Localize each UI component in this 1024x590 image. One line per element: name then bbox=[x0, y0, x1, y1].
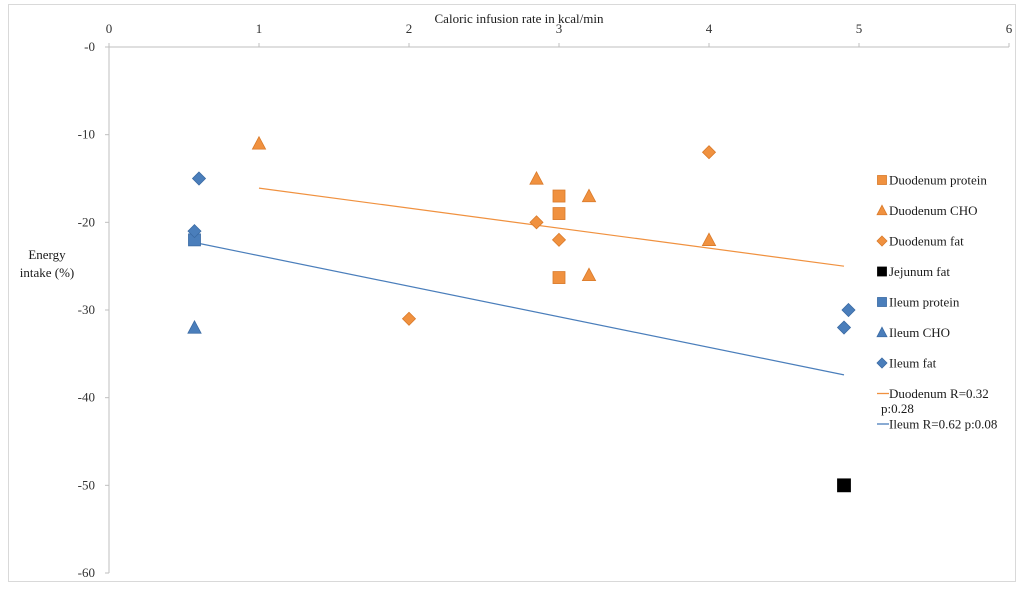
point-duodenum-fat bbox=[529, 215, 544, 230]
x-tick-label: 2 bbox=[406, 21, 413, 36]
legend-label-ileum-trend: Ileum R=0.62 p:0.08 bbox=[889, 417, 997, 432]
scatter-chart: 0 1 2 3 4 5 6 -0 -10 -20 -30 -40 -50 -60 Caloric inf… bbox=[20, 11, 1013, 580]
x-tick-label: 0 bbox=[106, 21, 113, 36]
legend-label-ileum-fat: Ileum fat bbox=[889, 356, 937, 371]
point-duodenum-cho bbox=[581, 267, 597, 282]
point-duodenum-cho bbox=[251, 135, 267, 150]
trendline-ileum bbox=[194, 241, 845, 376]
legend-label-duodenum-trend: p:0.28 bbox=[881, 401, 914, 416]
trendlines bbox=[194, 187, 845, 376]
point-jejunum-fat bbox=[837, 478, 851, 493]
legend-marker-duodenum-fat bbox=[876, 235, 888, 247]
y-axis-ticks: -0 -10 -20 -30 -40 -50 -60 bbox=[78, 39, 109, 580]
point-ileum-fat bbox=[191, 171, 207, 186]
x-tick-label: 4 bbox=[706, 21, 713, 36]
legend-marker-ileum-protein bbox=[877, 297, 887, 307]
legend-marker-ileum-cho bbox=[876, 326, 888, 338]
legend-label-duodenum-cho: Duodenum CHO bbox=[889, 203, 977, 218]
legend-label-duodenum-trend: Duodenum R=0.32 bbox=[889, 386, 989, 401]
point-duodenum-protein bbox=[552, 189, 566, 203]
x-tick-label: 3 bbox=[556, 21, 563, 36]
x-tick-label: 1 bbox=[256, 21, 263, 36]
y-tick-label: -20 bbox=[78, 214, 95, 229]
y-tick-label: -0 bbox=[84, 39, 95, 54]
legend-marker-duodenum-cho bbox=[876, 204, 888, 216]
data-points bbox=[187, 135, 856, 493]
legend-label-ileum-protein: Ileum protein bbox=[889, 295, 960, 310]
y-tick-label: -30 bbox=[78, 302, 95, 317]
point-duodenum-protein bbox=[552, 207, 566, 220]
y-tick-label: -50 bbox=[78, 477, 95, 492]
point-ileum-cho bbox=[187, 319, 202, 334]
point-ileum-fat bbox=[841, 302, 856, 318]
point-ileum-fat bbox=[836, 320, 852, 335]
point-duodenum-cho bbox=[581, 188, 597, 203]
point-duodenum-cho bbox=[701, 232, 717, 246]
x-tick-label: 6 bbox=[1006, 21, 1013, 36]
y-tick-label: -60 bbox=[78, 565, 95, 580]
legend: Duodenum protein Duodenum CHO Duodenum fat… bbox=[876, 173, 997, 432]
point-duodenum-fat bbox=[701, 145, 717, 160]
legend-marker-duodenum-protein bbox=[877, 175, 887, 185]
y-tick-label: -40 bbox=[78, 390, 95, 405]
x-axis-title: Caloric infusion rate in kcal/min bbox=[435, 11, 604, 26]
y-axis-title-line-2: intake (%) bbox=[20, 265, 75, 280]
trendline-duodenum bbox=[258, 187, 845, 267]
point-duodenum-cho bbox=[529, 170, 544, 185]
y-axis-title-line-1: Energy bbox=[28, 247, 66, 262]
legend-label-ileum-cho: Ileum CHO bbox=[889, 325, 950, 340]
point-ileum-fat bbox=[187, 224, 202, 239]
legend-label-duodenum-protein: Duodenum protein bbox=[889, 173, 987, 188]
legend-label-jejunum-fat: Jejunum fat bbox=[889, 264, 950, 279]
point-duodenum-fat bbox=[401, 311, 417, 326]
point-duodenum-fat bbox=[551, 232, 567, 247]
legend-marker-jejunum-fat bbox=[877, 266, 887, 277]
y-tick-label: -10 bbox=[78, 127, 95, 142]
x-tick-label: 5 bbox=[856, 21, 863, 36]
x-axis-ticks: 0 1 2 3 4 5 6 bbox=[106, 21, 1013, 47]
legend-marker-ileum-fat bbox=[876, 357, 888, 369]
point-duodenum-protein bbox=[552, 271, 566, 284]
legend-label-duodenum-fat: Duodenum fat bbox=[889, 234, 964, 249]
chart-area: 0 1 2 3 4 5 6 -0 -10 -20 -30 -40 -50 -60 Caloric inf… bbox=[8, 4, 1016, 582]
